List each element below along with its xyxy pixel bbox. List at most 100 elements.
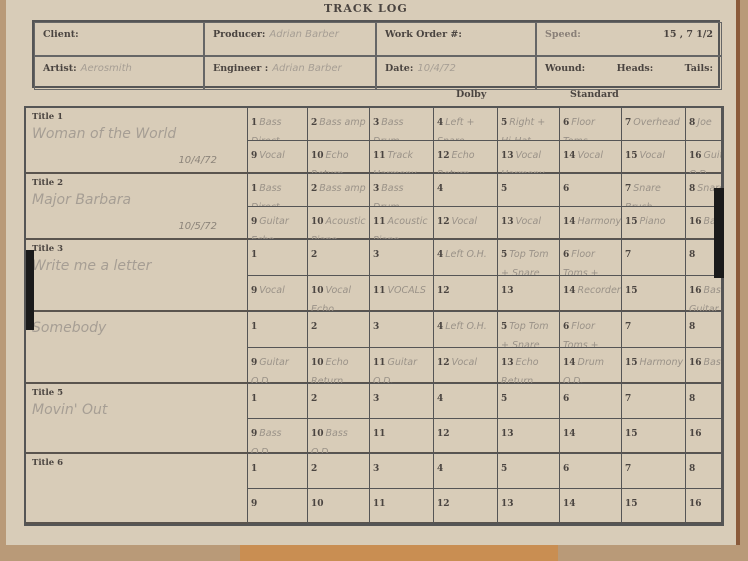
track-cell: 16 (686, 419, 722, 454)
track-name: Bass O.D. (311, 428, 348, 454)
track-number: 11 (373, 151, 386, 161)
track-name: Vocal (451, 216, 477, 227)
track-number: 16 (689, 286, 702, 296)
track-cell: 14 (560, 489, 622, 524)
track-cell: 2 Bass amp (308, 174, 370, 207)
track-number: 2 (311, 322, 318, 332)
track-number: 10 (311, 286, 324, 296)
track-cell: 2 (308, 384, 370, 419)
track-number: 5 (501, 184, 508, 194)
track-name: Guitar Echo (251, 216, 289, 239)
track-number: 13 (501, 358, 514, 368)
track-cell: 3 (370, 454, 434, 489)
track-number: 14 (563, 358, 576, 368)
track-cell: 4 (434, 454, 498, 489)
track-cell: 12 (434, 489, 498, 524)
title-cell: Title 5 Movin' Out (26, 384, 248, 452)
track-name: Guitar O.D. (251, 357, 289, 384)
track-cell: 4 (434, 174, 498, 207)
track-number: 15 (625, 217, 638, 227)
track-number: 9 (251, 429, 258, 439)
track-number: 13 (501, 429, 514, 439)
track-cell: 9 Bass O.D. (248, 419, 308, 454)
track-name: Bass amp (319, 117, 366, 128)
track-cell: 13 (498, 489, 560, 524)
song-date: 10/5/72 (178, 221, 217, 232)
track-name: Vocal Harmony (501, 150, 545, 173)
track-name: Track Harmony (373, 150, 417, 173)
track-cell: 3 (370, 240, 434, 276)
track-number: 1 (251, 464, 258, 474)
track-name: Acoustic Piano (311, 216, 366, 239)
track-name: Echo Return Harmony (437, 150, 475, 173)
track-cell: 7 (622, 312, 686, 348)
track-number: 4 (437, 464, 444, 474)
track-cell: 8 Joe (686, 108, 722, 141)
track-number: 6 (563, 250, 570, 260)
track-name: Top Tom + Snare (501, 321, 549, 348)
track-number: 7 (625, 322, 632, 332)
track-number: 8 (689, 250, 696, 260)
date-field: Date: 10/4/72 (376, 56, 536, 90)
track-number: 11 (373, 499, 386, 509)
track-cell: 7 Overhead (622, 108, 686, 141)
track-number: 5 (501, 464, 508, 474)
track-number: 6 (563, 184, 570, 194)
track-cell: 3 (370, 312, 434, 348)
song-title: Write me a letter (32, 258, 152, 274)
track-cell: 2 (308, 454, 370, 489)
song-date: 10/4/72 (178, 155, 217, 166)
song-title: Woman of the World (32, 126, 177, 142)
track-cell: 16 (686, 489, 722, 524)
track-number: 16 (689, 151, 702, 161)
track-cell: 2 (308, 312, 370, 348)
title-cell: Title 2 Major Barbara 10/5/72 (26, 174, 248, 238)
track-number: 9 (251, 499, 258, 509)
track-name: Recorder (577, 285, 621, 296)
track-cell: 12 (434, 419, 498, 454)
track-grid: Title 1 Woman of the World 10/4/72 1 Bass Di… (24, 106, 724, 526)
artist-label: Artist: (43, 63, 77, 74)
track-number: 15 (625, 429, 638, 439)
track-cell: 5 (498, 384, 560, 419)
track-cell: 7 (622, 384, 686, 419)
track-cell: 10 Bass O.D. (308, 419, 370, 454)
track-cell: 13 (498, 276, 560, 312)
track-number: 2 (311, 250, 318, 260)
track-cell: 5 (498, 174, 560, 207)
track-name: Top Tom + Snare (501, 249, 549, 276)
track-cell: 11 (370, 489, 434, 524)
track-number: 11 (373, 286, 386, 296)
track-log-sheet: TRACK LOG Client: Producer: Adrian Barber… (6, 0, 740, 545)
track-name: VOCALS (387, 285, 426, 296)
track-name: Bass amp (319, 183, 366, 194)
artist-field: Artist: Aerosmith (34, 56, 204, 90)
track-number: 14 (563, 499, 576, 509)
title-label: Title 1 (32, 112, 63, 122)
track-number: 2 (311, 118, 318, 128)
track-number: 10 (311, 217, 324, 227)
track-number: 1 (251, 322, 258, 332)
track-cell: 9 Vocal (248, 141, 308, 174)
track-name: Bass Drum (373, 117, 404, 140)
track-number: 7 (625, 394, 632, 404)
track-number: 14 (563, 429, 576, 439)
track-name: Guitar O.D. (373, 357, 418, 384)
track-number: 16 (689, 499, 702, 509)
track-cell: 5 (498, 454, 560, 489)
track-cell: 5 Top Tom + Snare (498, 312, 560, 348)
track-number: 7 (625, 464, 632, 474)
track-name: Overhead (633, 117, 680, 128)
track-name: Bass Direct (251, 183, 282, 206)
track-cell: 6 (560, 454, 622, 489)
artist-value: Aerosmith (80, 63, 132, 74)
track-cell: 4 Left O.H. (434, 312, 498, 348)
track-name: Echo Return Guitar (311, 357, 349, 384)
